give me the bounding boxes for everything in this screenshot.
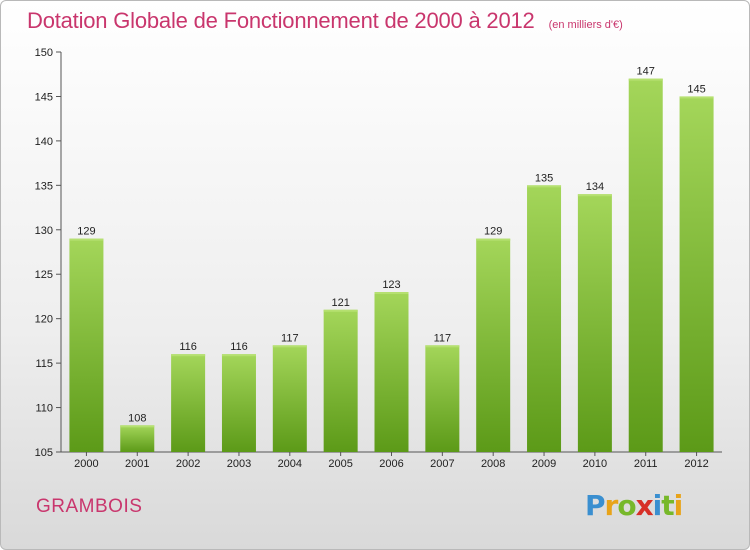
y-tick-label: 145 — [35, 91, 53, 103]
bar-highlight — [272, 345, 307, 348]
data-label: 117 — [434, 332, 452, 344]
bar-highlight — [476, 238, 511, 241]
y-tick-label: 140 — [35, 136, 53, 148]
data-label: 129 — [77, 226, 95, 238]
bar[interactable] — [425, 345, 460, 452]
data-label: 135 — [535, 172, 553, 184]
bar-highlight — [425, 345, 460, 348]
bar-highlight — [69, 238, 104, 241]
data-label: 145 — [687, 83, 705, 95]
bar[interactable] — [272, 345, 307, 452]
x-tick-label: 2002 — [176, 458, 200, 470]
y-tick-label: 110 — [35, 403, 53, 415]
x-tick-label: 2007 — [430, 458, 454, 470]
bar-highlight — [527, 185, 562, 188]
bar-highlight — [577, 194, 612, 197]
x-tick-label: 2004 — [278, 458, 302, 470]
y-tick-label: 130 — [35, 225, 53, 237]
y-tick-label: 105 — [35, 447, 53, 459]
x-tick-label: 2010 — [583, 458, 607, 470]
bar-highlight — [120, 425, 155, 428]
bar[interactable] — [120, 425, 155, 452]
x-tick-label: 2009 — [532, 458, 556, 470]
data-labels: 129 108 116 116 117 121 123 117 129 135 134 147 145 — [77, 66, 706, 425]
data-label: 116 — [179, 341, 197, 353]
bar-highlight — [374, 292, 409, 294]
bar[interactable] — [221, 354, 256, 452]
data-label: 134 — [586, 181, 604, 193]
bar[interactable] — [628, 78, 663, 453]
data-label: 116 — [230, 341, 248, 353]
x-tick-label: 2006 — [379, 458, 403, 470]
bar-highlight — [679, 96, 714, 99]
bar-highlight — [171, 354, 206, 357]
data-label: 129 — [484, 226, 502, 238]
y-tick-label: 125 — [35, 269, 53, 281]
axes: 105 110 115 120 125 130 135 140 145 150 2000 2001 20… — [35, 47, 722, 470]
proxiti-logo[interactable]: Proxiti — [585, 489, 683, 522]
bar[interactable] — [527, 185, 562, 453]
data-label: 108 — [128, 412, 146, 424]
bar[interactable] — [323, 309, 358, 452]
bar[interactable] — [171, 354, 206, 452]
bar[interactable] — [476, 238, 511, 452]
x-tick-label: 2011 — [634, 458, 658, 470]
commune-name: GRAMBOIS — [36, 496, 143, 517]
bar[interactable] — [679, 96, 714, 452]
bar[interactable] — [69, 238, 104, 452]
chart-header: Dotation Globale de Fonctionnement de 20… — [27, 8, 623, 34]
data-label: 121 — [331, 297, 349, 309]
bar-highlight — [221, 354, 256, 357]
data-label: 117 — [281, 332, 299, 344]
y-tick-label: 135 — [35, 180, 53, 192]
chart-title: Dotation Globale de Fonctionnement de 20… — [27, 8, 535, 33]
x-tick-label: 2005 — [328, 458, 352, 470]
bar[interactable] — [577, 194, 612, 452]
y-tick-label: 150 — [35, 47, 53, 59]
x-tick-label: 2012 — [684, 458, 708, 470]
y-tick-label: 115 — [35, 358, 53, 370]
x-tick-label: 2000 — [74, 458, 98, 470]
x-tick-label: 2001 — [125, 458, 149, 470]
bars — [69, 78, 714, 453]
data-label: 123 — [382, 279, 400, 291]
x-tick-label: 2008 — [481, 458, 505, 470]
bar[interactable] — [374, 292, 409, 452]
data-label: 147 — [637, 66, 655, 78]
bar-highlight — [323, 309, 358, 312]
y-tick-label: 120 — [35, 314, 53, 326]
x-tick-label: 2003 — [227, 458, 251, 470]
bar-highlight — [628, 78, 663, 81]
chart-subtitle: (en milliers d'€) — [548, 19, 623, 31]
